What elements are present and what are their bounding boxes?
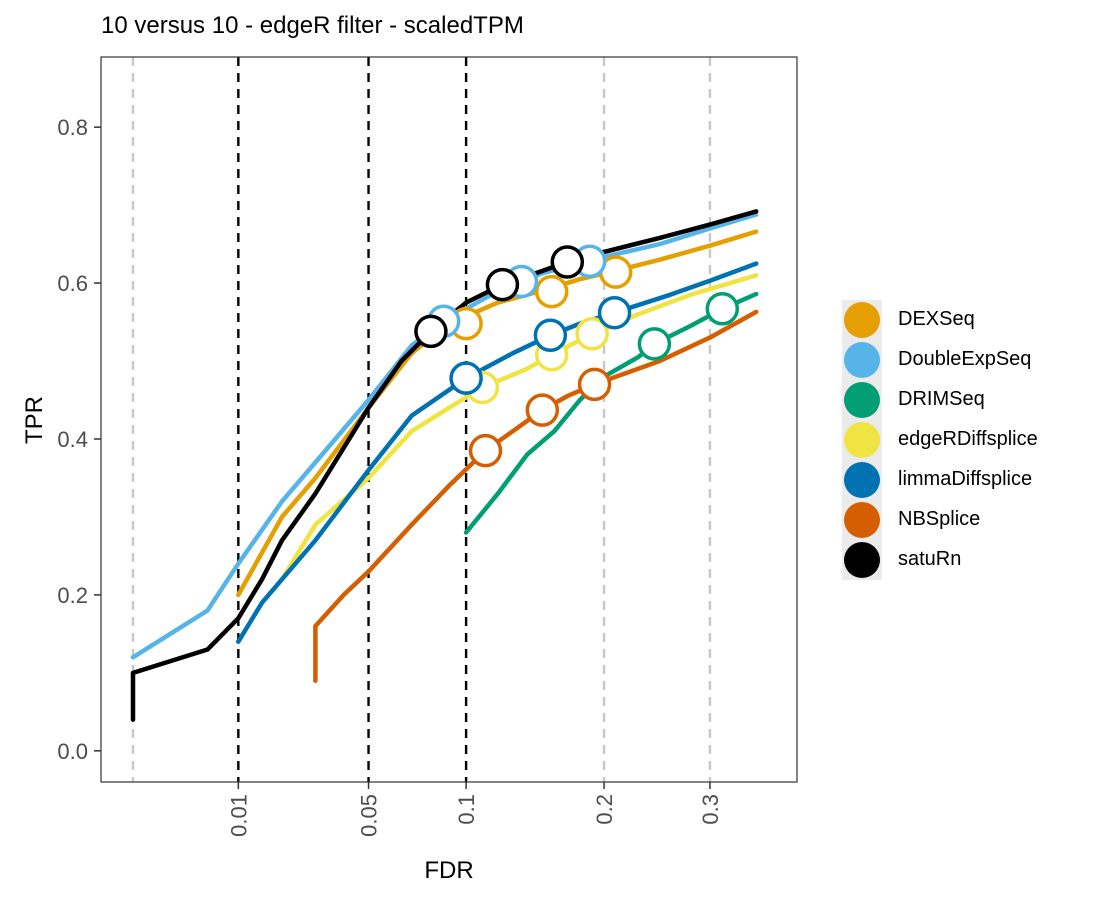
marker-NBSplice (525, 393, 560, 427)
legend-key (842, 540, 882, 580)
y-tick-label: 0.8 (57, 115, 88, 140)
legend-key (842, 380, 882, 420)
legend-label: edgeRDiffsplice (898, 428, 1038, 450)
x-tick-label: 0.05 (357, 794, 382, 837)
legend-swatch (844, 342, 880, 378)
marker-edgeRDiffsplice (575, 316, 609, 351)
legend-key (842, 460, 882, 500)
y-tick-label: 0.0 (57, 739, 88, 764)
marker-satuRn (485, 267, 520, 302)
legend-label: DRIMSeq (898, 388, 985, 410)
series-line-DoubleExpSeq (130, 212, 759, 660)
legend-swatch (844, 302, 880, 338)
x-tick-label: 0.1 (454, 794, 479, 825)
marker-satuRn (414, 314, 448, 349)
marker-NBSplice (468, 433, 503, 468)
series-line-limmaDiffsplice (236, 261, 759, 644)
series-line-DRIMSeq (463, 291, 759, 535)
chart-title: 10 versus 10 - edgeR filter - scaledTPM (101, 12, 524, 39)
legend-item: NBSplice (842, 500, 1082, 540)
legend-key (842, 340, 882, 380)
y-tick-label: 0.2 (57, 583, 88, 608)
legend-key (842, 300, 882, 340)
series-line-edgeRDiffsplice (279, 273, 759, 582)
legend-key (842, 420, 882, 460)
x-tick-label: 0.3 (698, 794, 723, 825)
series-line-satuRn (130, 209, 759, 722)
series-line-DEXSeq (236, 229, 759, 598)
series-markers (414, 244, 740, 468)
legend-item: limmaDiffsplice (842, 460, 1082, 500)
plot-panel-border (100, 56, 798, 783)
reference-lines (131, 57, 712, 782)
marker-DEXSeq (534, 274, 569, 309)
marker-limmaDiffsplice (449, 361, 483, 395)
legend-swatch (844, 382, 880, 418)
x-tick-label: 0.2 (592, 794, 617, 825)
legend-label: DoubleExpSeq (898, 348, 1032, 370)
marker-satuRn (550, 245, 585, 279)
marker-DRIMSeq (705, 292, 740, 326)
x-tick-label: 0.01 (226, 794, 251, 837)
legend-label: DEXSeq (898, 308, 975, 330)
x-axis-label: FDR (424, 857, 473, 884)
legend-item: DEXSeq (842, 300, 1082, 340)
series-curves (130, 209, 759, 722)
legend-item: DRIMSeq (842, 380, 1082, 420)
legend-swatch (844, 422, 880, 458)
marker-limmaDiffsplice (597, 295, 632, 330)
legend-item: DoubleExpSeq (842, 340, 1082, 380)
legend-swatch (844, 502, 880, 538)
y-tick-label: 0.6 (57, 271, 88, 296)
marker-DRIMSeq (637, 327, 672, 361)
axes: 0.0 0.2 0.4 0.6 0.8 0.01 0.05 0.1 0.2 0.3 (57, 115, 723, 837)
y-tick-label: 0.4 (57, 427, 88, 452)
legend-swatch (844, 462, 880, 498)
legend-label: satuRn (898, 548, 962, 570)
legend-label: NBSplice (898, 508, 981, 530)
legend-item: satuRn (842, 540, 1082, 580)
y-axis-label: TPR (21, 396, 48, 444)
legend-label: limmaDiffsplice (898, 468, 1033, 490)
legend-swatch (844, 542, 880, 578)
legend-item: edgeRDiffsplice (842, 420, 1082, 460)
marker-limmaDiffsplice (533, 318, 568, 353)
legend-key (842, 500, 882, 540)
series-line-NBSplice (313, 309, 759, 683)
marker-NBSplice (577, 367, 612, 402)
